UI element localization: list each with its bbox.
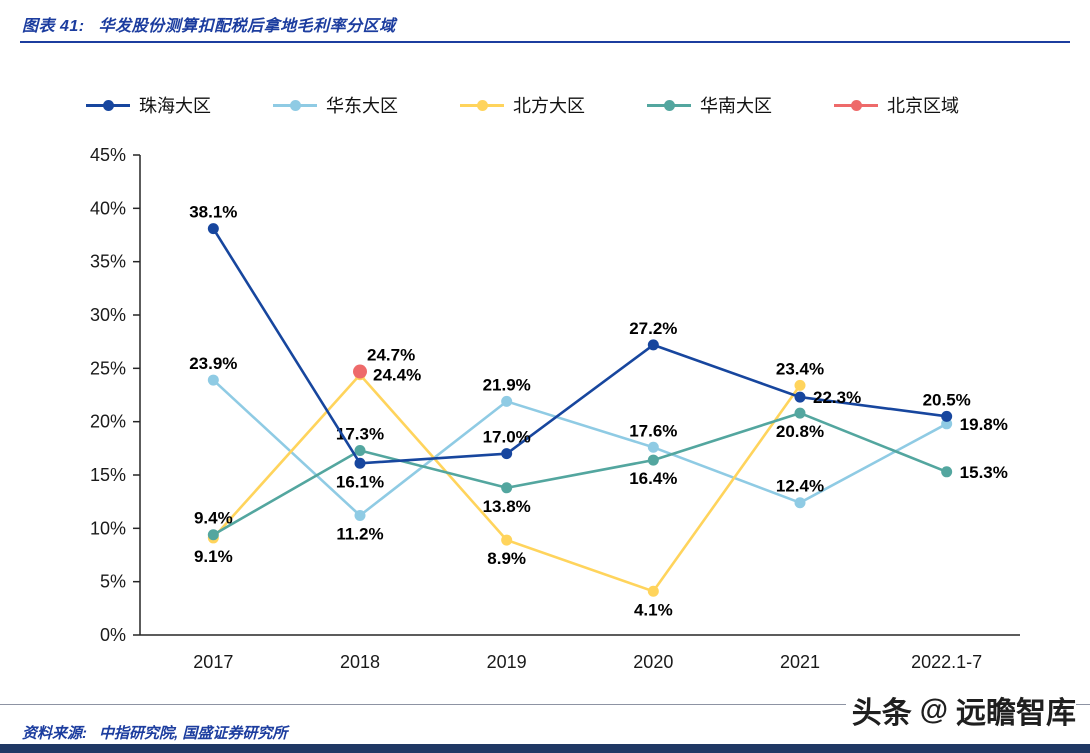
data-point bbox=[207, 529, 219, 541]
data-label: 9.4% bbox=[194, 509, 233, 528]
data-point bbox=[941, 410, 953, 422]
data-point bbox=[647, 454, 659, 466]
data-point bbox=[647, 441, 659, 453]
data-point bbox=[207, 374, 219, 386]
data-point bbox=[354, 444, 366, 456]
data-point bbox=[501, 448, 513, 460]
figure-header: 图表 41: 华发股份测算扣配税后拿地毛利率分区域 bbox=[22, 12, 396, 36]
y-axis-tick-label: 0% bbox=[100, 625, 126, 645]
data-label: 13.8% bbox=[483, 497, 531, 516]
data-point bbox=[501, 482, 513, 494]
bottom-accent-bar bbox=[0, 744, 1090, 753]
data-label: 9.1% bbox=[194, 547, 233, 566]
footer-divider bbox=[0, 704, 1090, 705]
y-axis-tick-label: 15% bbox=[90, 465, 126, 485]
watermark-toutiao-text: 头条 bbox=[851, 697, 912, 730]
y-axis-tick-label: 25% bbox=[90, 358, 126, 378]
y-axis-tick-label: 20% bbox=[90, 412, 126, 432]
data-point bbox=[353, 364, 367, 379]
data-point bbox=[647, 339, 659, 351]
series-line-1 bbox=[212, 379, 948, 517]
x-axis-label: 2017 bbox=[193, 652, 233, 672]
source-text: 中指研究院, 国盛证券研究所 bbox=[99, 725, 288, 742]
data-label: 17.6% bbox=[629, 421, 677, 440]
data-point bbox=[794, 497, 806, 509]
legend-item-2: 北方大区 bbox=[460, 92, 585, 118]
data-point bbox=[207, 223, 219, 235]
legend-dot-icon bbox=[476, 99, 488, 111]
legend-marker-icon bbox=[86, 99, 130, 111]
data-label: 21.9% bbox=[483, 375, 531, 394]
watermark: 头条 @ 远瞻智库 bbox=[845, 688, 1076, 732]
legend-marker-icon bbox=[460, 99, 504, 111]
legend-item-1: 华东大区 bbox=[273, 92, 398, 118]
legend-item-0: 珠海大区 bbox=[86, 92, 211, 118]
legend-label: 珠海大区 bbox=[139, 96, 211, 116]
figure-source: 资料来源: 中指研究院, 国盛证券研究所 bbox=[22, 722, 287, 743]
line-chart: 0% 5% 10% 15% 20% 25% 30% 35% 40% 45% 2017 2018 2019… bbox=[90, 145, 1020, 672]
data-point bbox=[354, 457, 366, 469]
legend-label: 华东大区 bbox=[326, 96, 398, 116]
data-point bbox=[941, 466, 953, 478]
data-label: 4.1% bbox=[634, 600, 673, 619]
data-point bbox=[501, 534, 513, 546]
data-point bbox=[647, 585, 659, 597]
legend-label: 北方大区 bbox=[513, 96, 585, 116]
data-label: 16.4% bbox=[629, 469, 677, 488]
legend-dot-icon bbox=[289, 99, 301, 111]
x-axis-label: 2022.1-7 bbox=[911, 652, 982, 672]
legend-item-3: 华南大区 bbox=[647, 92, 772, 118]
data-label: 12.4% bbox=[776, 477, 824, 496]
data-label: 23.9% bbox=[189, 354, 237, 373]
data-label: 17.0% bbox=[483, 428, 531, 447]
x-axis-label: 2019 bbox=[487, 652, 527, 672]
data-label: 19.8% bbox=[960, 415, 1008, 434]
y-axis-tick-label: 10% bbox=[90, 518, 126, 538]
data-label: 11.2% bbox=[336, 525, 383, 544]
legend-marker-icon bbox=[647, 99, 691, 111]
x-axis-label: 2021 bbox=[780, 652, 820, 672]
data-point bbox=[794, 391, 806, 403]
chart-legend: 珠海大区 华东大区 北方大区 华南大区 北京区域 bbox=[86, 92, 959, 118]
figure-title: 华发股份测算扣配税后拿地毛利率分区域 bbox=[98, 18, 396, 35]
source-label: 资料来源: bbox=[22, 725, 87, 742]
data-label: 15.3% bbox=[960, 463, 1008, 482]
data-point bbox=[501, 395, 513, 407]
data-label: 17.3% bbox=[336, 424, 384, 443]
y-axis-tick-label: 40% bbox=[90, 198, 126, 218]
data-label: 20.5% bbox=[923, 390, 971, 409]
legend-dot-icon bbox=[663, 99, 675, 111]
data-label: 38.1% bbox=[189, 203, 237, 222]
legend-marker-icon bbox=[273, 99, 317, 111]
data-point bbox=[354, 510, 366, 522]
y-axis-tick-label: 30% bbox=[90, 305, 126, 325]
data-label: 8.9% bbox=[487, 549, 526, 568]
x-axis-label: 2020 bbox=[633, 652, 673, 672]
y-axis-tick-label: 35% bbox=[90, 252, 126, 272]
data-label: 24.7% bbox=[367, 346, 415, 365]
data-label: 24.4% bbox=[373, 366, 421, 385]
data-label: 16.1% bbox=[336, 472, 384, 491]
data-label: 22.3% bbox=[813, 388, 861, 407]
data-point bbox=[794, 407, 806, 419]
data-point bbox=[794, 379, 806, 391]
x-axis-label: 2018 bbox=[340, 652, 380, 672]
legend-item-4: 北京区域 bbox=[834, 92, 959, 118]
data-label: 23.4% bbox=[776, 359, 824, 378]
data-label: 27.2% bbox=[629, 319, 677, 338]
legend-label: 华南大区 bbox=[700, 96, 772, 116]
watermark-brand-text: 远瞻智库 bbox=[956, 697, 1076, 730]
watermark-at-icon: @ bbox=[919, 693, 948, 726]
series-line-3 bbox=[212, 411, 948, 536]
data-label: 20.8% bbox=[776, 422, 824, 441]
header-divider bbox=[20, 41, 1070, 43]
y-axis-tick-label: 45% bbox=[90, 145, 126, 165]
legend-marker-icon bbox=[834, 99, 878, 111]
legend-label: 北京区域 bbox=[887, 96, 959, 116]
y-axis-tick-label: 5% bbox=[100, 572, 126, 592]
figure-label: 图表 41: bbox=[22, 18, 85, 35]
series-line-0 bbox=[212, 227, 947, 465]
legend-dot-icon bbox=[850, 99, 862, 111]
legend-dot-icon bbox=[102, 99, 114, 111]
